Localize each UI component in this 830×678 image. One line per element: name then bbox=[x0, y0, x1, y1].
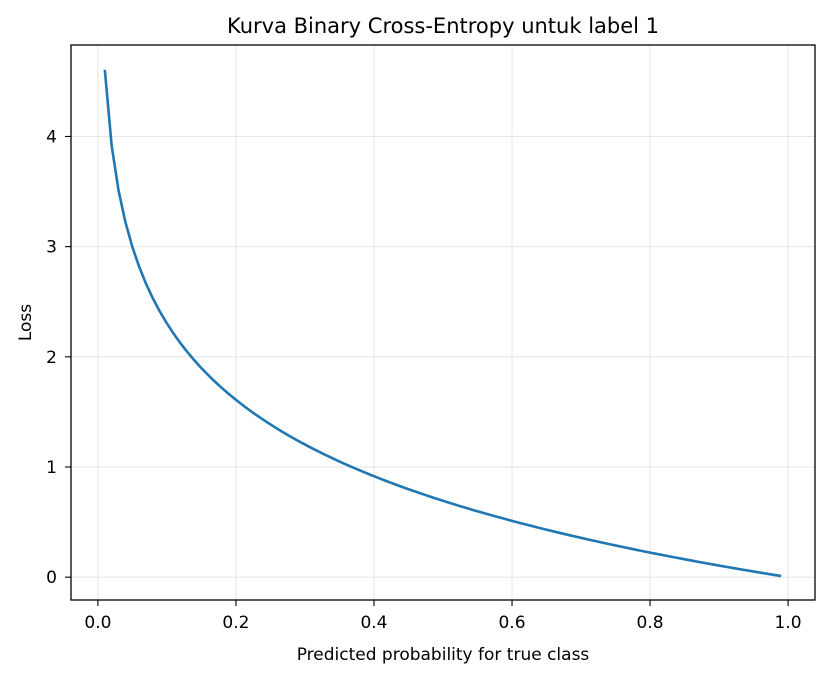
x-axis-ticks: 0.0 0.2 0.4 0.6 0.8 1.0 bbox=[84, 600, 802, 633]
x-tick-label: 0.2 bbox=[222, 613, 249, 633]
y-tick-label: 3 bbox=[46, 238, 57, 258]
x-tick-label: 1.0 bbox=[775, 613, 802, 633]
y-axis-ticks: 0 1 2 3 4 bbox=[46, 127, 71, 588]
x-tick-label: 0.0 bbox=[84, 613, 111, 633]
axes-frame bbox=[70, 44, 816, 601]
x-tick-label: 0.4 bbox=[360, 613, 387, 633]
series-layer bbox=[103, 69, 782, 578]
x-tick-label: 0.6 bbox=[498, 613, 525, 633]
x-tick-label: 0.8 bbox=[637, 613, 664, 633]
y-tick-label: 2 bbox=[46, 348, 57, 368]
y-tick-label: 4 bbox=[46, 127, 57, 147]
y-tick-label: 0 bbox=[46, 568, 57, 588]
chart-title: Kurva Binary Cross-Entropy untuk label 1 bbox=[227, 14, 659, 38]
x-axis-label: Predicted probability for true class bbox=[297, 645, 590, 665]
y-axis-label: Loss bbox=[16, 304, 36, 341]
loss-curve-line bbox=[103, 69, 782, 578]
grid-lines bbox=[71, 45, 815, 600]
y-tick-label: 1 bbox=[46, 458, 57, 478]
